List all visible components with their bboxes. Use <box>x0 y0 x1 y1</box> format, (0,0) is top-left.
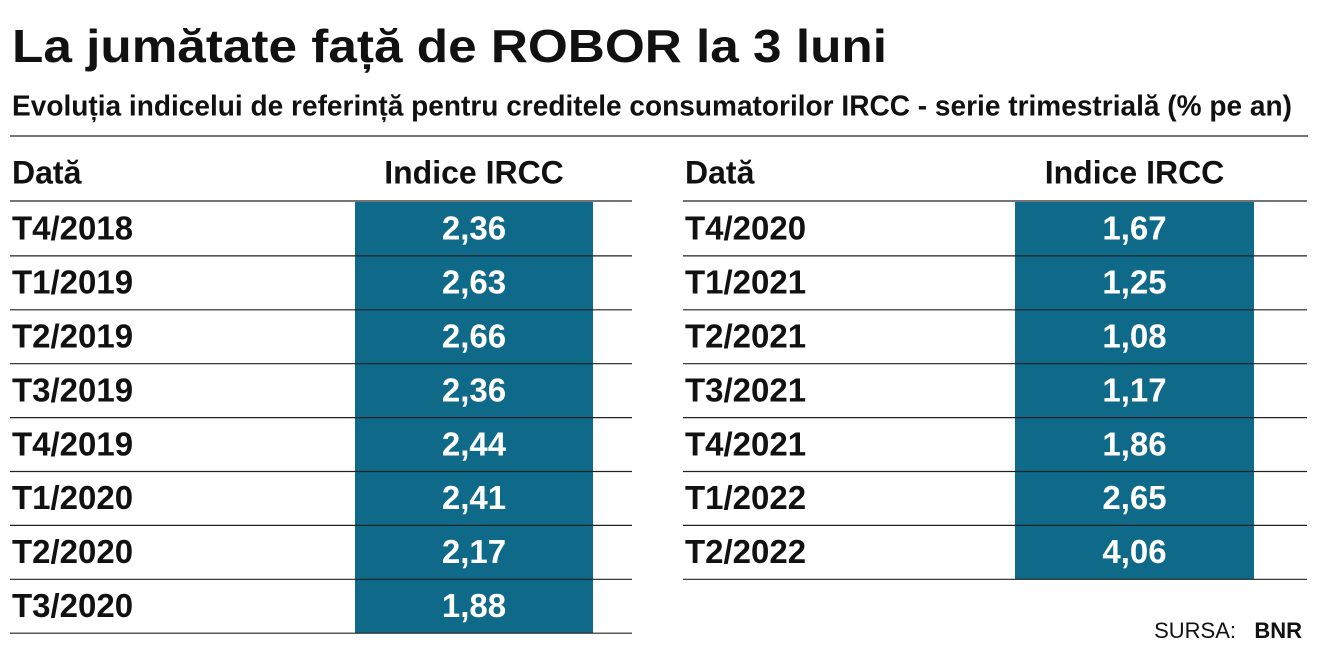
row-value: 2,41 <box>442 479 506 516</box>
row-value: 2,17 <box>442 533 506 570</box>
row-value: 2,63 <box>442 264 506 301</box>
row-label: T4/2019 <box>12 425 133 462</box>
column-header: Indice IRCC <box>1045 154 1225 190</box>
subtitle: Evoluția indicelui de referință pentru c… <box>12 91 1292 123</box>
column-header: Indice IRCC <box>384 154 564 190</box>
row-value: 4,06 <box>1102 533 1166 570</box>
row-value: 1,25 <box>1102 264 1166 301</box>
row-value: 1,86 <box>1102 425 1166 462</box>
row-value: 2,36 <box>442 210 506 247</box>
row-value: 2,36 <box>442 371 506 408</box>
row-label: T2/2019 <box>12 317 133 354</box>
title: La jumătate față de ROBOR la 3 luni <box>12 20 887 73</box>
row-value: 2,65 <box>1102 479 1166 516</box>
row-label: T2/2022 <box>685 533 806 570</box>
row-value: 2,66 <box>442 317 506 354</box>
row-label: T2/2021 <box>685 317 806 354</box>
row-label: T4/2018 <box>12 210 133 247</box>
source-value: BNR <box>1254 618 1302 643</box>
row-label: T1/2021 <box>685 264 806 301</box>
row-label: T3/2019 <box>12 371 133 408</box>
row-label: T3/2020 <box>12 587 133 624</box>
row-label: T1/2019 <box>12 264 133 301</box>
column-header: Dată <box>685 154 755 190</box>
column-header: Dată <box>12 154 82 190</box>
row-value: 1,88 <box>442 587 506 624</box>
value-column <box>1015 202 1254 580</box>
row-value: 1,08 <box>1102 317 1166 354</box>
row-label: T3/2021 <box>685 371 806 408</box>
row-value: 1,17 <box>1102 371 1166 408</box>
row-value: 2,44 <box>442 425 507 462</box>
row-value: 1,67 <box>1102 210 1166 247</box>
row-label: T4/2020 <box>685 210 806 247</box>
row-label: T4/2021 <box>685 425 806 462</box>
row-label: T1/2022 <box>685 479 806 516</box>
row-label: T1/2020 <box>12 479 133 516</box>
row-label: T2/2020 <box>12 533 133 570</box>
source-label: SURSA: <box>1154 618 1236 643</box>
